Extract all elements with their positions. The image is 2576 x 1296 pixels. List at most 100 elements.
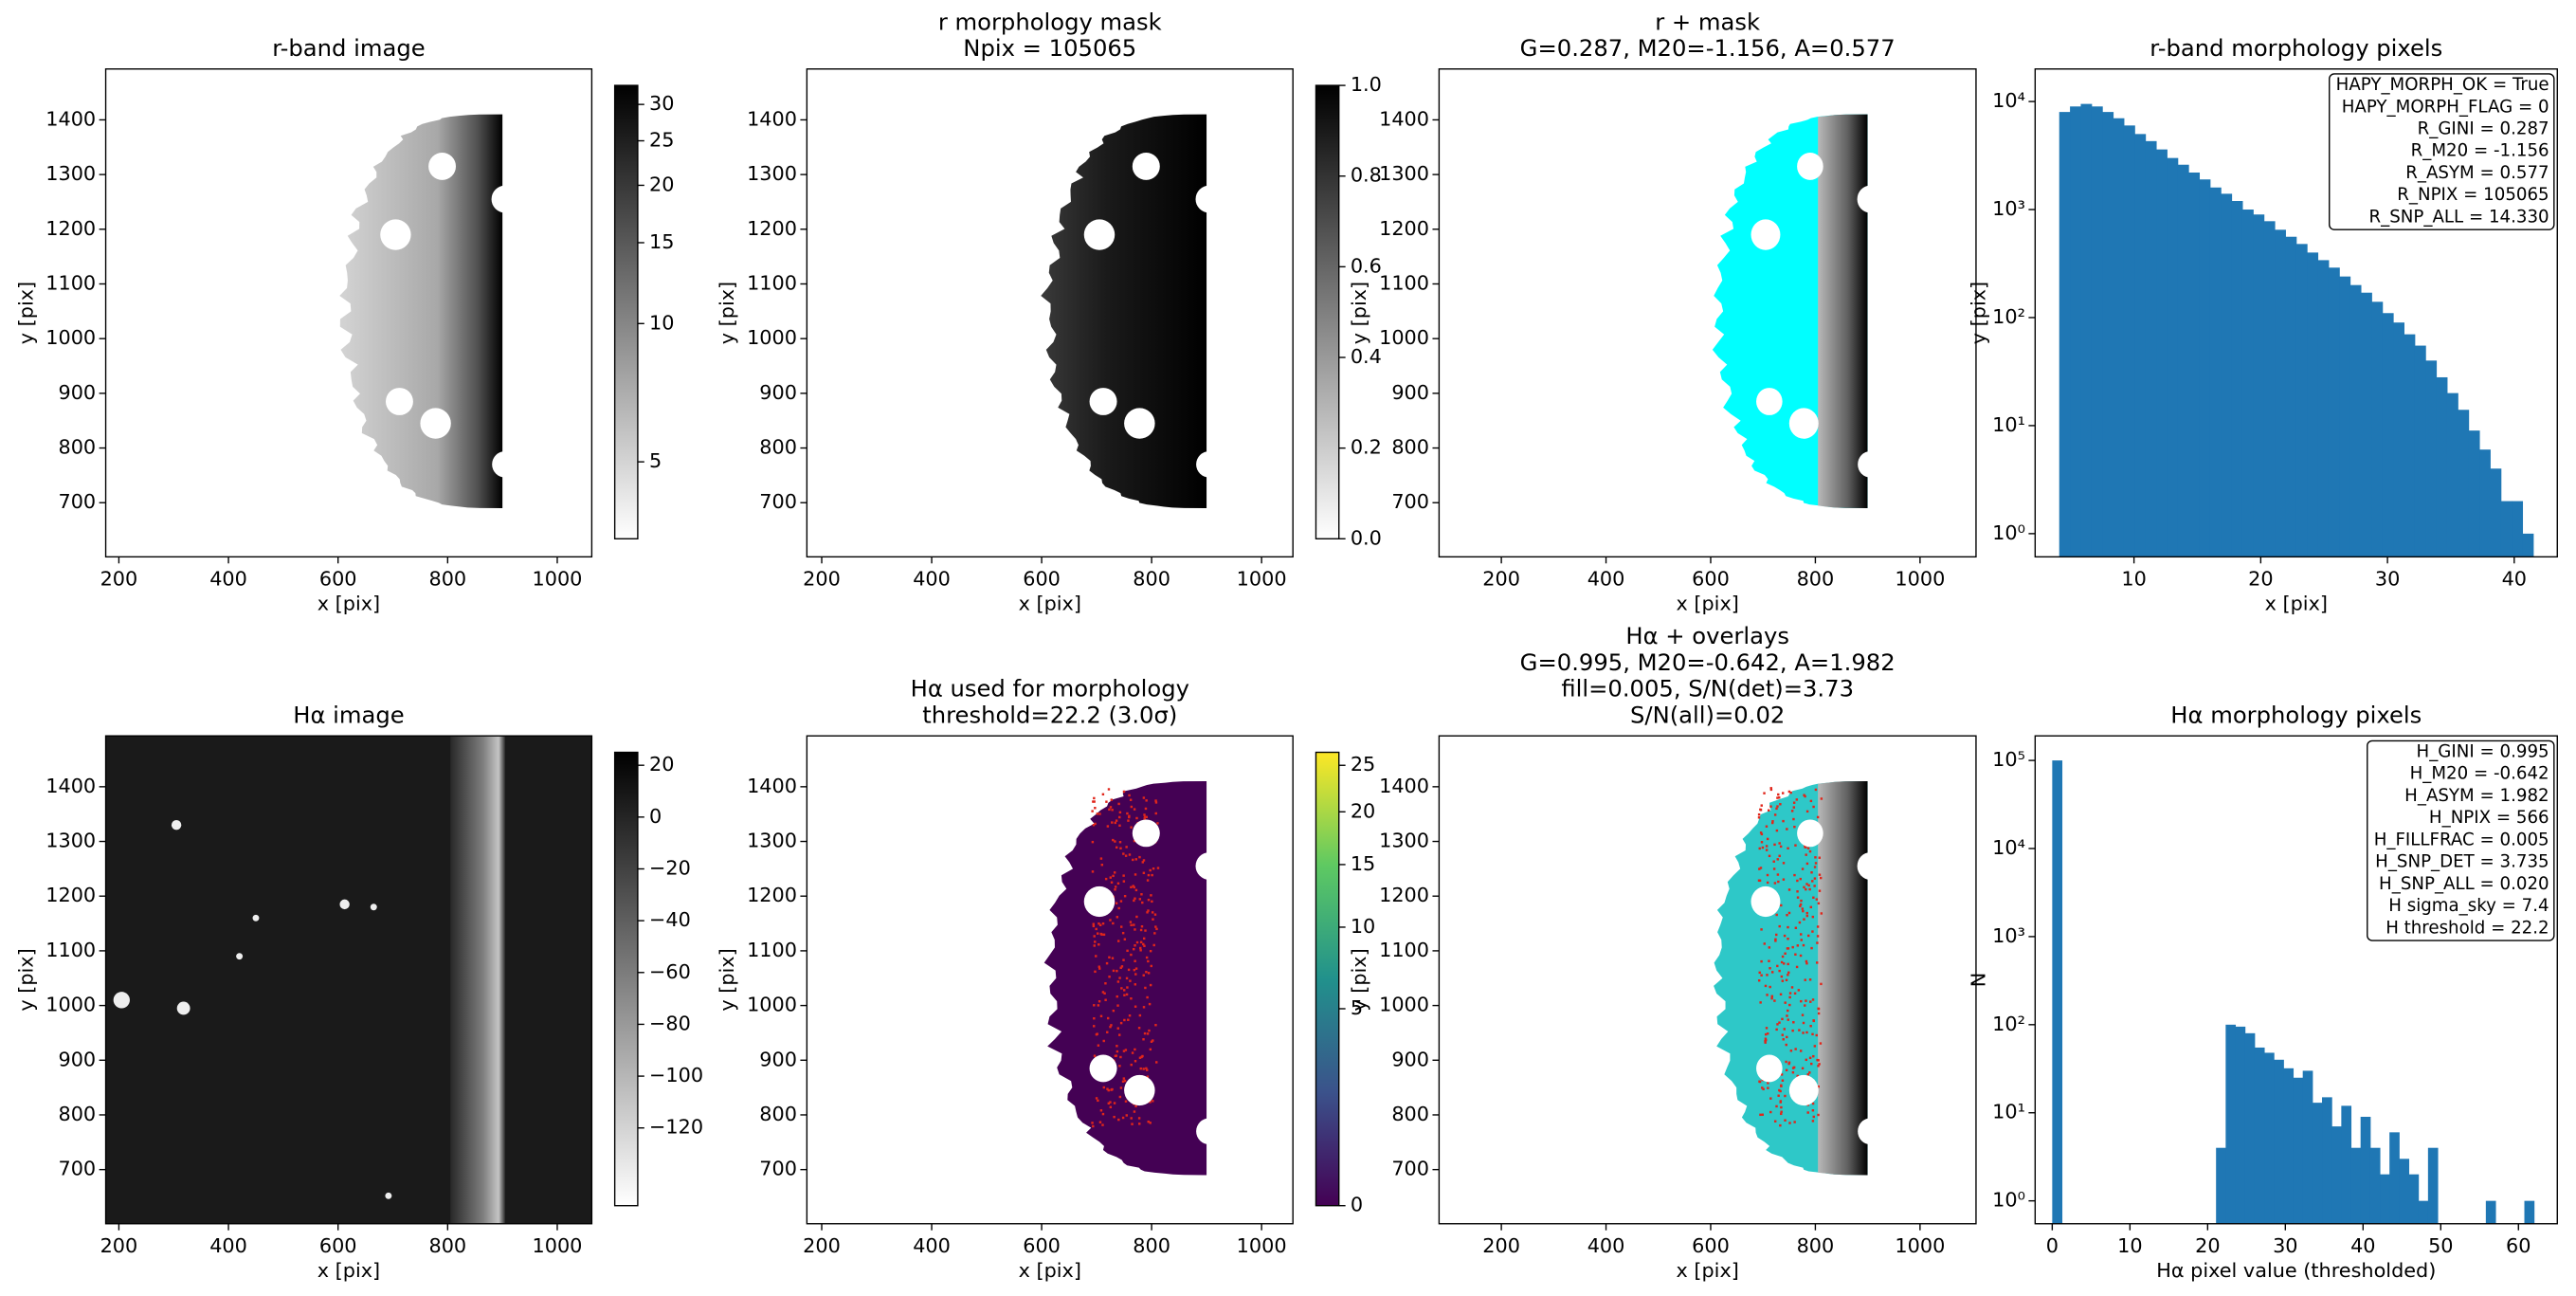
detected-pixel: [1781, 1017, 1784, 1021]
detected-pixel: [1118, 1065, 1121, 1068]
colorbar-tick-label: 30: [649, 92, 674, 115]
detected-pixel: [1811, 880, 1814, 883]
detected-pixel: [1116, 1027, 1119, 1030]
detected-pixel: [1104, 877, 1108, 881]
detected-pixel: [1142, 871, 1146, 874]
mask-cutout: [1857, 185, 1884, 213]
detected-pixel: [1781, 1079, 1785, 1082]
y-tick-label: 1300: [45, 162, 96, 185]
detected-pixel: [1120, 987, 1123, 990]
axes-frame: [1438, 68, 1977, 558]
y-tick-label: 1400: [747, 107, 797, 130]
detected-pixel: [1757, 812, 1761, 816]
histogram-bar: [2241, 210, 2254, 557]
detected-pixel: [1805, 914, 1809, 918]
image-background: [105, 736, 592, 1224]
histogram-bar: [2244, 1032, 2256, 1224]
detected-pixel: [1101, 922, 1105, 925]
detected-pixel: [1148, 1029, 1151, 1032]
detected-pixel: [1125, 1114, 1128, 1117]
colorbar-tick-label: 0.4: [1351, 345, 1382, 368]
detected-pixel: [1108, 976, 1111, 978]
y-tick-label: 900: [1391, 381, 1429, 404]
detected-pixel: [1115, 819, 1118, 822]
detected-pixel: [1796, 890, 1799, 893]
annotation-line: H_GINI = 0.995: [2417, 742, 2549, 762]
detected-pixel: [1777, 880, 1780, 884]
axes-frame: [806, 735, 1294, 1225]
x-tick-label: 200: [100, 1234, 138, 1257]
y-tick-label: 10³: [1992, 924, 2025, 947]
detected-pixel: [1093, 1025, 1096, 1028]
annotation-line: R_SNP_ALL = 14.330: [2369, 207, 2549, 227]
histogram-bar: [2199, 179, 2211, 557]
detected-pixel: [1135, 915, 1138, 919]
histogram-bar: [2350, 1147, 2362, 1224]
x-tick-label: 1000: [1237, 568, 1287, 591]
x-axis-label: x [pix]: [1676, 1259, 1738, 1282]
colorbar-tick-label: 0: [649, 805, 662, 828]
detected-pixel: [1786, 828, 1788, 831]
point-source: [370, 904, 377, 911]
detected-pixel: [1780, 1112, 1783, 1116]
x-tick-label: 400: [1587, 1234, 1625, 1257]
histogram-bar: [2235, 1026, 2246, 1224]
y-tick-label: 1000: [747, 994, 797, 1016]
y-tick-label: 10⁰: [1992, 521, 2025, 544]
detected-pixel: [1808, 1056, 1812, 1060]
x-tick-label: 800: [428, 1234, 466, 1257]
histogram-bar: [2382, 313, 2394, 557]
axes-frame: [104, 735, 593, 1225]
detected-pixel: [1794, 953, 1797, 956]
y-tick-label: 700: [58, 490, 96, 513]
detected-pixel: [1773, 882, 1777, 885]
detected-pixel: [1098, 922, 1100, 925]
y-tick-label: 1200: [1379, 217, 1429, 240]
histogram-bar: [2156, 149, 2168, 557]
histogram-bar: [2254, 1047, 2265, 1224]
detected-pixel: [1103, 992, 1106, 995]
y-tick-label: 1100: [1379, 271, 1429, 294]
detected-pixel: [1156, 867, 1160, 869]
detected-pixel: [1145, 956, 1149, 959]
detected-pixel: [1134, 1005, 1137, 1008]
detected-pixel: [1765, 845, 1769, 848]
y-tick-label: 10³: [1992, 197, 2025, 220]
y-tick-label: 1200: [45, 217, 96, 240]
y-tick-label: 800: [759, 1103, 797, 1125]
detected-pixel: [1784, 1119, 1787, 1122]
x-tick-label: 10: [2117, 1234, 2142, 1257]
histogram-bar: [2134, 134, 2147, 557]
detected-pixel: [1799, 904, 1802, 907]
panel-title: r-band image: [272, 34, 425, 62]
detected-pixel: [1813, 866, 1817, 868]
annotation-frame: [2367, 739, 2555, 941]
detected-pixel: [1149, 1101, 1152, 1104]
detected-pixel: [1154, 925, 1157, 928]
detected-pixel: [1804, 1004, 1806, 1007]
detected-pixel: [1773, 813, 1777, 816]
y-tick-label: 700: [759, 490, 797, 513]
axes-frame: [104, 68, 593, 558]
x-axis-label: Hα pixel value (thresholded): [2156, 1259, 2436, 1282]
mask-cutout: [1797, 819, 1823, 848]
panel-title: threshold=22.2 (3.0σ): [922, 701, 1177, 728]
histogram-bar: [2264, 1052, 2275, 1224]
detected-pixel: [1133, 899, 1135, 903]
detected-pixel: [1109, 806, 1113, 809]
histogram-bar: [2167, 157, 2179, 557]
y-tick-label: 1300: [1379, 162, 1429, 185]
detected-pixel: [1806, 847, 1810, 849]
panel-title: G=0.287, M20=-1.156, A=0.577: [1520, 34, 1896, 62]
y-tick-label: 1000: [1379, 994, 1429, 1016]
detected-pixel: [1137, 1027, 1141, 1030]
colorbar-tick-label: 5: [1351, 996, 1363, 1019]
annotation-line: H threshold = 22.2: [2386, 918, 2549, 938]
detected-pixel: [1782, 1038, 1785, 1041]
detected-pixel: [1820, 797, 1823, 800]
x-tick-label: 20: [2248, 568, 2273, 591]
histogram-bar: [2275, 229, 2286, 557]
detected-pixel: [1769, 1110, 1772, 1114]
y-tick-label: 800: [58, 1103, 96, 1125]
